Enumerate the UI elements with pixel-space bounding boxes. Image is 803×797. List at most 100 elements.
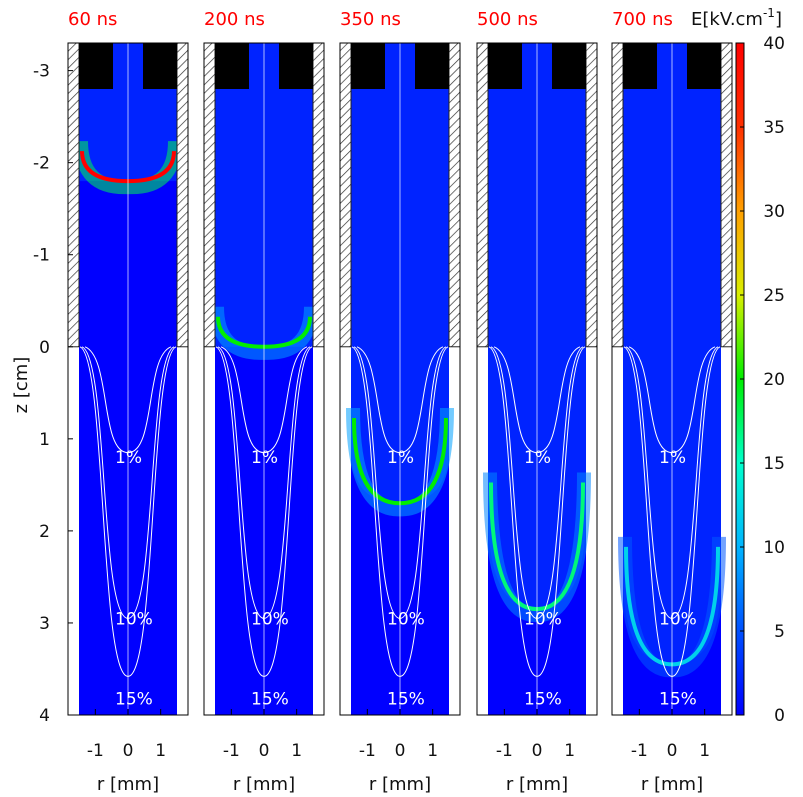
r-tick-label: -1	[631, 741, 648, 761]
r-tick-label: -1	[223, 741, 240, 761]
colorbar-tick-label: 10	[763, 538, 785, 558]
electrode-right	[279, 43, 313, 89]
colorbar-label: E[kV.cm-1]	[691, 6, 782, 30]
r-tick-label: 1	[155, 741, 166, 761]
tube-wall-left	[476, 42, 489, 348]
z-tick-label: 0	[39, 338, 50, 358]
electrode-left	[79, 43, 113, 89]
r-tick-label: -1	[496, 741, 513, 761]
contour-label: 15%	[659, 689, 697, 709]
contour-label: 15%	[115, 689, 153, 709]
colorbar-tick-label: 0	[774, 706, 785, 726]
tube-wall-right	[720, 42, 733, 348]
r-tick-label: 0	[667, 741, 678, 761]
r-tick-label: -1	[359, 741, 376, 761]
r-tick-label: 1	[291, 741, 302, 761]
contour-label: 10%	[115, 609, 153, 629]
r-tick-label: 1	[699, 741, 710, 761]
colorbar-tick-label: 20	[763, 370, 785, 390]
r-axis-label: r [mm]	[97, 774, 159, 795]
time-label: 500 ns	[477, 9, 538, 30]
panel-350ns: 350 ns 1% 10% 15% -1 0 1 r [mm]	[339, 9, 461, 795]
tube-wall-right	[176, 42, 189, 348]
r-tick-label: 1	[427, 741, 438, 761]
r-tick-label: 1	[564, 741, 575, 761]
r-tick-label: 0	[395, 741, 406, 761]
tube-wall-left	[611, 42, 624, 348]
contour-line-15pct	[351, 346, 449, 677]
contour-line-1pct	[356, 346, 444, 454]
contour-label: 10%	[251, 609, 289, 629]
time-label: 350 ns	[340, 9, 401, 30]
r-tick-label: 0	[259, 741, 270, 761]
panel-60ns: 60 ns 1% 10% 15% -1 0 1 r [mm]	[67, 9, 189, 795]
contour-label: 10%	[524, 609, 562, 629]
contour-line-10pct	[353, 346, 447, 619]
z-tick-label: -3	[33, 62, 50, 82]
contour-label: 15%	[251, 689, 289, 709]
contour-label: 1%	[659, 448, 686, 468]
tube-wall-right	[585, 42, 598, 348]
contour-line-10pct	[217, 346, 311, 619]
electrode-left	[623, 43, 657, 89]
panel-200ns: 200 ns 1% 10% 15% -1 0 1 r [mm]	[203, 9, 325, 795]
contour-line-15pct	[79, 346, 177, 677]
contour-label: 15%	[387, 689, 425, 709]
z-tick-label: -1	[33, 246, 50, 266]
contour-label: 15%	[524, 689, 562, 709]
contour-line-15pct	[488, 346, 586, 677]
contour-line-1pct	[628, 346, 716, 454]
tube-wall-left	[67, 42, 80, 348]
contour-line-15pct	[623, 346, 721, 677]
colorbar-tick-label: 35	[763, 118, 785, 138]
panels: 60 ns 1% 10% 15% -1 0 1 r [mm] 200 ns 1% 10% 15% -1 0…	[67, 9, 733, 795]
tube-wall-right	[448, 42, 461, 348]
z-tick-label: 2	[39, 522, 50, 542]
colorbar-tick-label: 30	[763, 202, 785, 222]
contour-line-1pct	[493, 346, 581, 454]
time-label: 200 ns	[204, 9, 265, 30]
contour-line-1pct	[220, 346, 308, 454]
electrode-right	[687, 43, 721, 89]
z-tick-label: 4	[39, 706, 50, 726]
colorbar-label-exponent: -1	[763, 6, 775, 20]
contour-line-10pct	[81, 346, 175, 619]
r-axis-label: r [mm]	[641, 774, 703, 795]
colorbar-tick-label: 25	[763, 286, 785, 306]
z-axis-label: z [cm]	[11, 357, 32, 414]
tube-wall-right	[312, 42, 325, 348]
colorbar-tick-label: 5	[774, 622, 785, 642]
contour-label: 1%	[115, 448, 142, 468]
contour-label: 1%	[524, 448, 551, 468]
r-tick-label: 0	[123, 741, 134, 761]
time-label: 60 ns	[68, 9, 117, 30]
contour-label: 10%	[387, 609, 425, 629]
contour-label: 1%	[251, 448, 278, 468]
electrode-right	[143, 43, 177, 89]
electrode-right	[415, 43, 449, 89]
colorbar-label-suffix: ]	[775, 9, 782, 30]
contour-label: 10%	[659, 609, 697, 629]
r-tick-label: 0	[532, 741, 543, 761]
colorbar-tick-label: 15	[763, 454, 785, 474]
r-axis-label: r [mm]	[369, 774, 431, 795]
z-tick-label: 3	[39, 614, 50, 634]
time-label: 700 ns	[612, 9, 673, 30]
contour-line-15pct	[215, 346, 313, 677]
r-axis-label: r [mm]	[506, 774, 568, 795]
contour-line-10pct	[625, 346, 719, 619]
electrode-right	[552, 43, 586, 89]
electrode-left	[488, 43, 522, 89]
tube-wall-left	[203, 42, 216, 348]
r-tick-label: -1	[87, 741, 104, 761]
colorbar-tick-label: 40	[763, 34, 785, 54]
r-axis-label: r [mm]	[233, 774, 295, 795]
panel-700ns: 700 ns 1% 10% 15% -1 0 1 r [mm]	[611, 9, 733, 795]
electrode-left	[215, 43, 249, 89]
z-tick-label: 1	[39, 430, 50, 450]
contour-line-1pct	[84, 346, 172, 454]
z-tick-label: -2	[33, 154, 50, 174]
electrode-left	[351, 43, 385, 89]
z-axis: -3 -2 -1 0 1 2 3 4 z [cm]	[11, 62, 73, 726]
